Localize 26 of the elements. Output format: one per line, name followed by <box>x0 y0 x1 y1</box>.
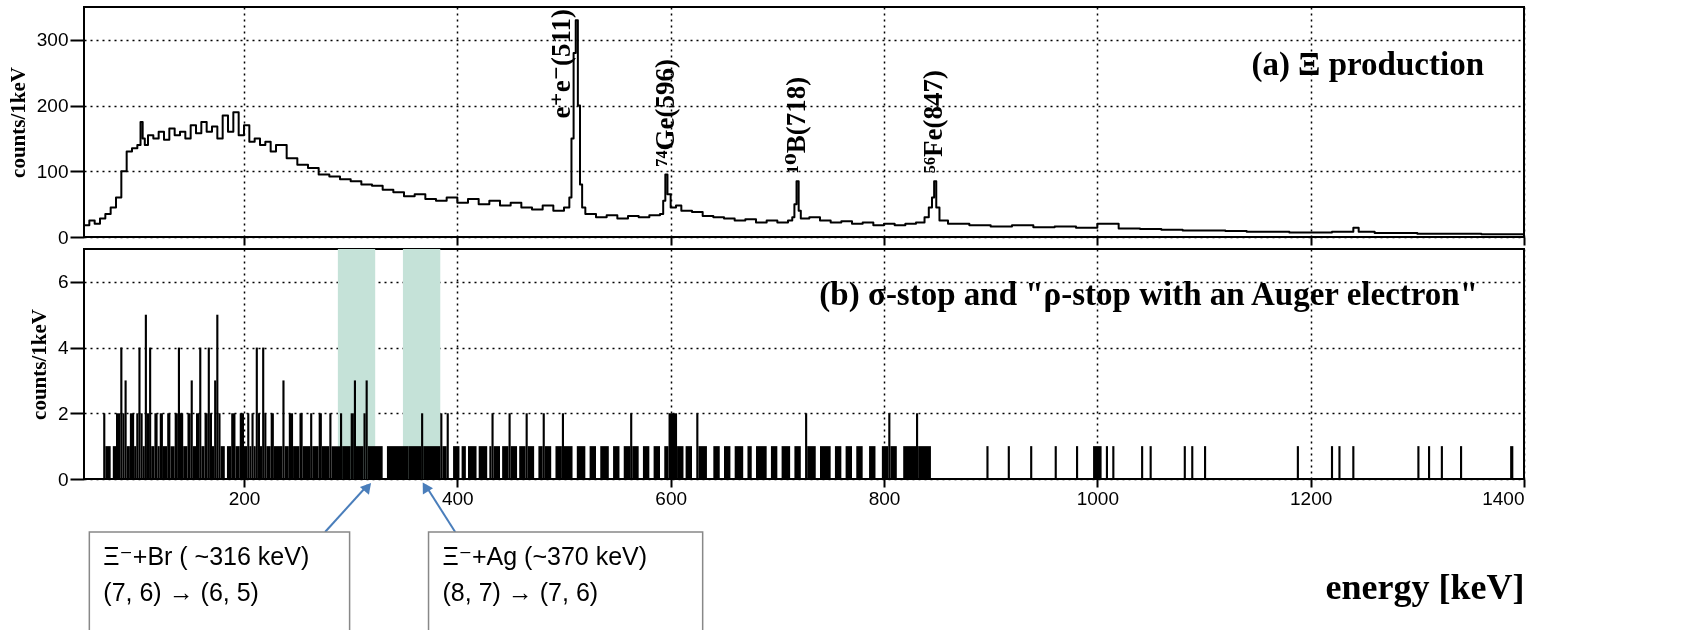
y-tick-label: 200 <box>36 95 69 117</box>
x-axis-title: energy [keV] <box>1325 566 1525 607</box>
annotation: ⁵⁶Fe(847) <box>918 69 949 174</box>
y-tick-label: 6 <box>57 271 69 293</box>
x-tick-label: 1400 <box>1482 487 1525 509</box>
x-tick-label: 1000 <box>1076 487 1119 509</box>
y-tick-label: 100 <box>36 160 69 182</box>
annotation: ¹⁰B(718) <box>780 76 811 174</box>
x-tick-label: 1200 <box>1290 487 1333 509</box>
annotation: Ξ⁻+Ag (~370 keV) (8, 7) → (7, 6) <box>442 542 648 606</box>
y-tick-label: 0 <box>57 468 69 490</box>
x-tick-label: 400 <box>441 487 474 509</box>
y-tick-label: 4 <box>57 337 69 359</box>
y-tick-label: 2 <box>57 402 69 424</box>
annotation: Ξ⁻+Br ( ~316 keV) (7, 6) → (6, 5) <box>103 542 310 606</box>
y-axis-title: counts/1keV <box>5 67 30 178</box>
x-tick-label: 800 <box>868 487 901 509</box>
y-tick-label: 300 <box>36 29 69 51</box>
annotation: ⁷⁴Ge(596) <box>650 58 681 167</box>
annotation: (a) Ξ production <box>1251 46 1484 83</box>
y-axis-title: counts/1keV <box>26 309 51 420</box>
x-tick-label: 600 <box>655 487 688 509</box>
annotation: e⁺e⁻(511) <box>545 9 576 119</box>
y-tick-label: 0 <box>57 226 69 248</box>
x-tick-label: 200 <box>228 487 261 509</box>
annotation: (b) σ-stop and "ρ-stop with an Auger electron" <box>819 276 1478 313</box>
